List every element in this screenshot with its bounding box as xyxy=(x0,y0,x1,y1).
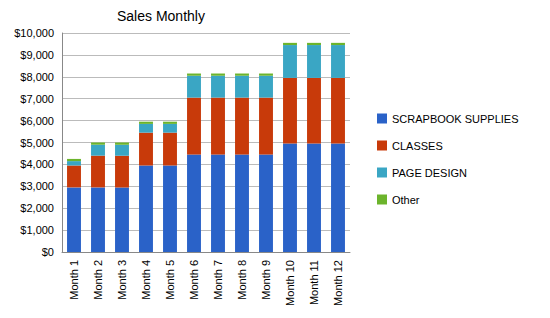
svg-text:Other: Other xyxy=(392,194,420,206)
svg-text:Month 2: Month 2 xyxy=(92,260,104,300)
svg-text:$2,000: $2,000 xyxy=(20,202,54,214)
svg-text:Month 7: Month 7 xyxy=(212,260,224,300)
svg-text:SCRAPBOOK SUPPLIES: SCRAPBOOK SUPPLIES xyxy=(392,113,519,125)
svg-text:$9,000: $9,000 xyxy=(20,49,54,61)
svg-text:$5,000: $5,000 xyxy=(20,137,54,149)
svg-text:$4,000: $4,000 xyxy=(20,158,54,170)
svg-text:Month 8: Month 8 xyxy=(236,260,248,300)
svg-text:CLASSES: CLASSES xyxy=(392,140,443,152)
svg-text:Month 12: Month 12 xyxy=(332,260,344,306)
svg-text:$0: $0 xyxy=(42,246,54,258)
svg-text:Month 5: Month 5 xyxy=(164,260,176,300)
svg-text:Month 3: Month 3 xyxy=(116,260,128,300)
svg-text:Month 10: Month 10 xyxy=(284,260,296,306)
svg-text:$7,000: $7,000 xyxy=(20,93,54,105)
svg-text:$10,000: $10,000 xyxy=(14,27,54,39)
svg-text:Sales Monthly: Sales Monthly xyxy=(117,8,205,24)
svg-text:Month 6: Month 6 xyxy=(188,260,200,300)
svg-text:Month 4: Month 4 xyxy=(140,260,152,300)
svg-text:Month 9: Month 9 xyxy=(260,260,272,300)
svg-text:PAGE DESIGN: PAGE DESIGN xyxy=(392,167,467,179)
svg-text:$8,000: $8,000 xyxy=(20,71,54,83)
svg-text:$6,000: $6,000 xyxy=(20,115,54,127)
svg-text:Month 11: Month 11 xyxy=(308,260,320,305)
svg-text:$1,000: $1,000 xyxy=(20,224,54,236)
svg-text:$3,000: $3,000 xyxy=(20,180,54,192)
svg-text:Month 1: Month 1 xyxy=(68,260,80,300)
